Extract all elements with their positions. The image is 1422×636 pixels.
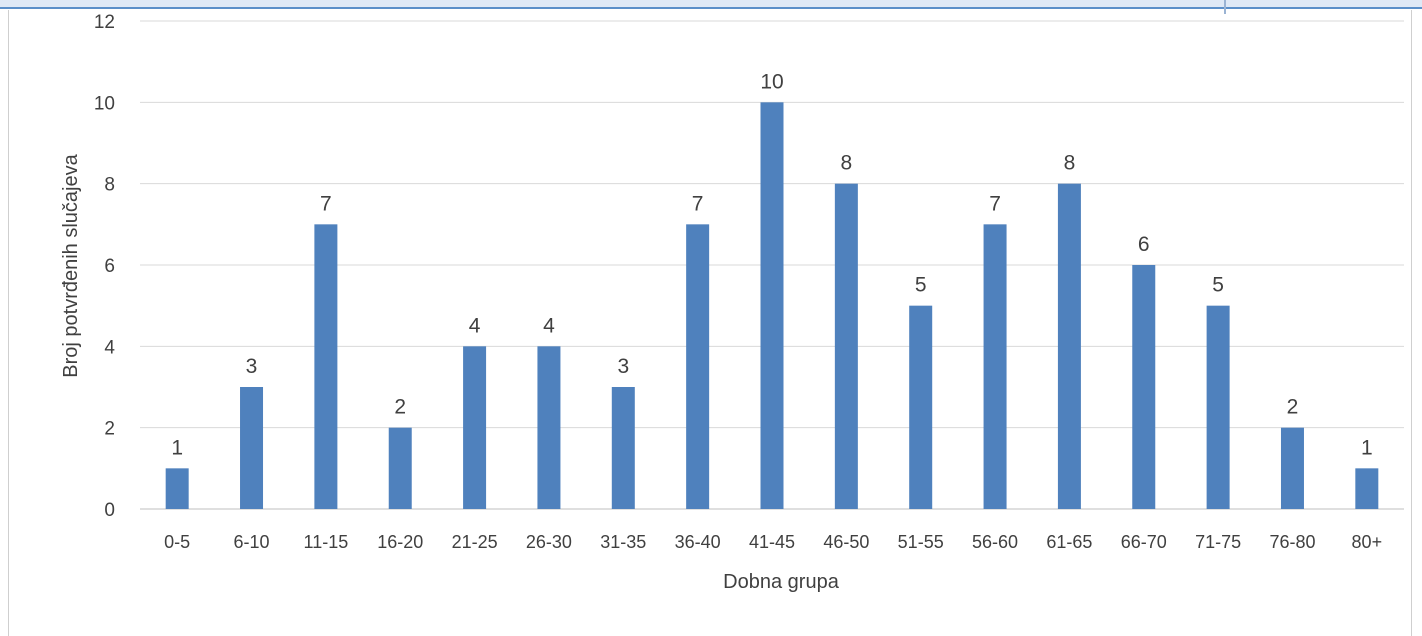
data-label: 2 bbox=[394, 396, 406, 419]
bar bbox=[388, 427, 412, 509]
left-border bbox=[8, 10, 9, 636]
bar bbox=[463, 346, 487, 509]
bar bbox=[1057, 183, 1081, 509]
data-label: 4 bbox=[469, 314, 481, 337]
bar bbox=[611, 387, 635, 509]
x-tick-label: 21-25 bbox=[452, 532, 498, 552]
data-label: 6 bbox=[1138, 233, 1150, 256]
bar bbox=[983, 224, 1007, 510]
x-tick-label: 46-50 bbox=[823, 532, 869, 552]
x-tick-label: 36-40 bbox=[675, 532, 721, 552]
x-tick-label: 11-15 bbox=[304, 532, 349, 552]
bar bbox=[686, 224, 710, 510]
bars bbox=[165, 102, 1379, 510]
bar bbox=[1280, 427, 1304, 509]
y-axis-title: Broj potvrđenih slučajeva bbox=[60, 153, 82, 377]
data-label: 8 bbox=[1064, 152, 1076, 175]
data-label: 7 bbox=[320, 192, 332, 215]
data-label: 10 bbox=[760, 70, 783, 93]
x-tick-label: 56-60 bbox=[972, 532, 1018, 552]
x-tick-label: 31-35 bbox=[600, 532, 646, 552]
y-tick-label: 0 bbox=[104, 500, 115, 521]
data-label: 8 bbox=[841, 152, 853, 175]
bar bbox=[314, 224, 338, 510]
data-label: 3 bbox=[617, 355, 629, 378]
top-bar-divider bbox=[1224, 0, 1226, 14]
y-tick-label: 10 bbox=[94, 93, 115, 114]
x-tick-label: 76-80 bbox=[1269, 532, 1315, 552]
y-tick-label: 4 bbox=[104, 337, 115, 358]
bar bbox=[537, 346, 561, 509]
data-label: 1 bbox=[1361, 436, 1373, 459]
bar bbox=[165, 468, 189, 509]
y-tick-label: 6 bbox=[104, 256, 115, 277]
data-label: 5 bbox=[1212, 274, 1224, 297]
data-labels: 1 3 7 2 4 4 3 7 10 8 5 7 8 6 5 2 1 bbox=[171, 70, 1372, 459]
x-axis-ticks: 0-5 6-10 11-15 16-20 21-25 26-30 31-35 36-40 41-… bbox=[164, 532, 1382, 552]
data-label: 7 bbox=[692, 192, 704, 215]
data-label: 5 bbox=[915, 274, 927, 297]
x-tick-label: 71-75 bbox=[1195, 532, 1241, 552]
bar bbox=[909, 305, 933, 509]
y-axis-ticks: 0 2 4 6 8 10 12 bbox=[94, 12, 116, 521]
right-border bbox=[1411, 10, 1412, 636]
bar bbox=[1132, 265, 1156, 509]
data-label: 4 bbox=[543, 314, 555, 337]
y-tick-label: 8 bbox=[104, 175, 115, 196]
data-label: 1 bbox=[171, 436, 183, 459]
bar bbox=[1206, 305, 1230, 509]
y-tick-label: 12 bbox=[94, 12, 115, 33]
x-tick-label: 16-20 bbox=[377, 532, 423, 552]
bar bbox=[760, 102, 784, 509]
x-tick-label: 61-65 bbox=[1046, 532, 1092, 552]
x-tick-label: 6-10 bbox=[234, 532, 270, 552]
y-tick-label: 2 bbox=[104, 419, 115, 440]
x-axis-title: Dobna grupa bbox=[723, 571, 840, 593]
x-tick-label: 0-5 bbox=[164, 532, 190, 552]
data-label: 7 bbox=[989, 192, 1001, 215]
x-tick-label: 66-70 bbox=[1121, 532, 1167, 552]
bar bbox=[834, 183, 858, 509]
window-top-bar bbox=[0, 0, 1422, 9]
x-tick-label: 80+ bbox=[1352, 532, 1383, 552]
bar bbox=[1355, 468, 1379, 509]
x-tick-label: 26-30 bbox=[526, 532, 572, 552]
data-label: 2 bbox=[1287, 396, 1299, 419]
data-label: 3 bbox=[246, 355, 258, 378]
x-tick-label: 41-45 bbox=[749, 532, 795, 552]
x-tick-label: 51-55 bbox=[898, 532, 944, 552]
bar bbox=[240, 387, 264, 509]
